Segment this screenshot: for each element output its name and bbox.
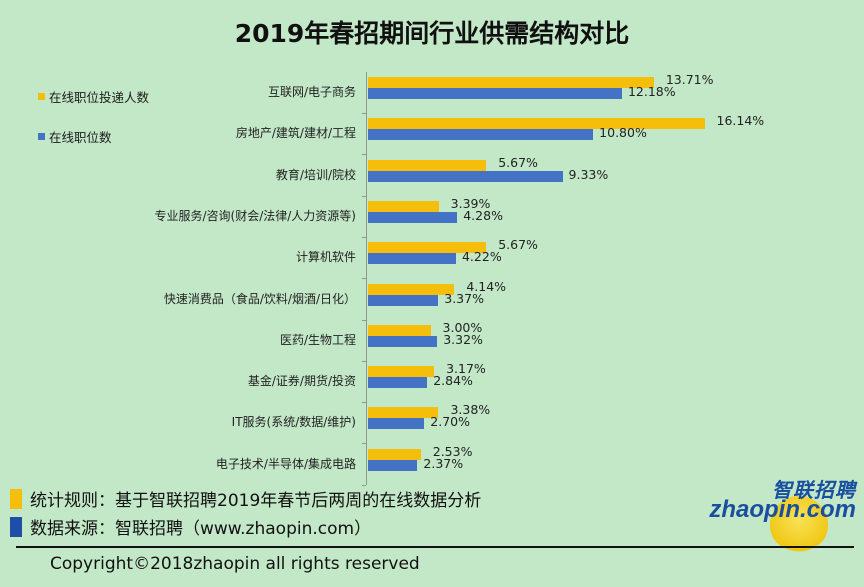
data-label: 10.80% [599,125,647,141]
bar-positions [368,211,458,223]
bar-group: 房地产/建筑/建材/工程 16.14% 10.80% [0,113,864,155]
bar-positions [368,418,425,430]
bar-applications [368,283,455,295]
category-label: 基金/证券/期货/投资 [247,374,356,389]
data-label: 3.37% [444,290,484,306]
bar-positions [368,88,622,99]
category-label: 电子技术/半导体/集成电路 [215,456,356,471]
bar-group: 医药/生物工程 3.00% 3.32% [0,319,864,362]
note-swatch-blue-icon [10,516,22,537]
data-label: 3.17% [446,361,486,377]
axis-tick [362,154,366,156]
data-label: 3.39% [450,195,491,211]
note-swatch-yellow-icon [10,488,22,509]
bar-positions [368,253,456,265]
bar-group: 教育/培训/院校 5.67% 9.33% [0,154,864,197]
logo-sun-icon [770,496,828,554]
bar-applications [368,366,435,378]
data-label: 3.32% [443,331,483,347]
axis-tick [362,484,366,486]
axis-tick [362,278,366,280]
data-label: 2.53% [432,443,473,459]
data-source-text: 数据来源：智联招聘（www.zhaopin.com） [30,519,372,539]
bar-group: 计算机软件 5.67% 4.22% [0,237,864,279]
legend-label: 在线职位投递人数 [49,89,150,105]
bar-group: 互联网/电子商务 13.71% 12.18% [0,72,864,114]
zhaopin-logo: 智联招聘 zhaopin.com [709,474,860,554]
bar-positions [368,294,439,306]
bar-positions [368,335,438,347]
stat-rule-text: 统计规则：基于智联招聘2019年春节后两周的在线数据分析 [30,491,482,511]
axis-tick [362,402,366,404]
legend: 在线职位投递人数 在线职位数 [38,88,149,168]
axis-tick [362,443,366,445]
category-label: IT服务(系统/数据/维护) [231,415,356,430]
bar-applications [368,159,487,171]
axis-tick [362,113,366,114]
axis-tick [362,360,366,362]
data-label: 9.33% [568,166,609,182]
category-axis [362,72,367,486]
data-label: 16.14% [716,113,765,129]
category-label: 互联网/电子商务 [267,85,356,99]
bar-positions [368,170,563,182]
category-label: 房地产/建筑/建材/工程 [235,126,356,141]
legend-item-applications: 在线职位投递人数 [38,88,150,105]
data-label: 4.22% [461,249,502,265]
axis-tick [362,319,366,321]
logo-cn-text: 智联招聘 [772,478,856,502]
bar-applications [368,448,421,460]
axis-tick [362,195,366,197]
footer-divider [16,546,854,548]
category-label: 医药/生物工程 [279,332,356,347]
logo-en-text: zhaopin.com [709,496,856,523]
data-label: 5.67% [498,237,538,253]
bar-applications [368,118,705,130]
data-label: 4.28% [463,207,503,223]
bar-positions [368,459,418,471]
data-label: 5.67% [498,154,538,170]
category-label: 教育/培训/院校 [275,167,356,182]
bar-applications [368,77,654,88]
legend-label: 在线职位数 [49,129,112,145]
data-label: 2.37% [423,455,464,471]
data-label: 2.70% [430,414,470,430]
category-label: 专业服务/咨询(财会/法律/人力资源等) [154,208,357,223]
bar-positions [368,377,428,389]
bar-applications [368,200,439,212]
legend-swatch-blue-icon [38,132,45,140]
chart-title: 2019年春招期间行业供需结构对比 [234,19,630,48]
legend-item-positions: 在线职位数 [38,128,149,145]
bar-group: 快速消费品（食品/饮料/烟酒/日化） 4.14% 3.37% [0,278,864,321]
category-label: 计算机软件 [295,250,356,265]
axis-tick [362,236,366,238]
data-label: 4.14% [466,278,507,294]
category-label: 快速消费品（食品/饮料/烟酒/日化） [163,291,356,306]
data-source-note: 数据来源：智联招聘（www.zhaopin.com） [10,514,371,539]
data-label: 2.84% [433,373,473,389]
data-label: 12.18% [627,84,676,99]
data-label: 3.00% [442,319,483,335]
bar-group: 专业服务/咨询(财会/法律/人力资源等) 3.39% 4.28% [0,195,864,238]
copyright-text: Copyright©2018zhaopin all rights reserve… [50,554,420,574]
bar-group: 电子技术/半导体/集成电路 2.53% 2.37% [0,443,864,486]
bar-group: IT服务(系统/数据/维护) 3.38% 2.70% [0,402,864,444]
bar-positions [368,129,594,141]
data-label: 3.38% [450,402,491,418]
stat-rule-note: 统计规则：基于智联招聘2019年春节后两周的在线数据分析 [10,486,481,511]
bar-applications [368,242,487,254]
bar-applications [368,324,431,336]
data-label: 13.71% [665,72,714,87]
bar-applications [368,407,439,419]
legend-swatch-yellow-icon [38,92,45,100]
bar-group: 基金/证券/期货/投资 3.17% 2.84% [0,361,864,403]
